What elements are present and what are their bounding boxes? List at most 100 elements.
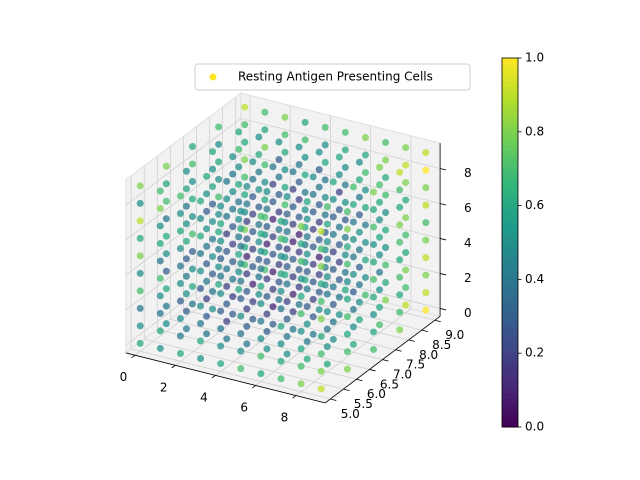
point bbox=[321, 193, 329, 201]
colorbar-segment bbox=[502, 75, 518, 82]
colorbar-segment bbox=[502, 328, 518, 336]
point bbox=[295, 301, 303, 309]
point bbox=[275, 191, 283, 198]
grid-line bbox=[170, 319, 370, 370]
point bbox=[283, 245, 291, 253]
point bbox=[303, 198, 311, 206]
point bbox=[422, 254, 430, 262]
point bbox=[277, 322, 285, 330]
point bbox=[361, 186, 369, 194]
point bbox=[249, 228, 257, 236]
point bbox=[277, 340, 285, 348]
tick-mark bbox=[211, 375, 216, 379]
point bbox=[341, 286, 349, 294]
point bbox=[162, 320, 170, 328]
tick-label: 2 bbox=[464, 271, 472, 285]
point bbox=[243, 200, 251, 208]
point bbox=[335, 241, 343, 249]
point bbox=[396, 256, 404, 264]
point bbox=[317, 262, 325, 270]
point bbox=[188, 300, 196, 308]
point bbox=[209, 148, 217, 156]
point bbox=[341, 268, 349, 276]
point bbox=[335, 188, 343, 196]
point bbox=[382, 261, 390, 269]
point bbox=[297, 257, 305, 265]
point bbox=[301, 136, 309, 144]
colorbar-segment bbox=[502, 421, 518, 428]
point bbox=[229, 170, 237, 178]
point bbox=[321, 211, 329, 219]
colorbar-segment bbox=[502, 236, 518, 243]
colorbar-segment bbox=[502, 138, 518, 145]
colorbar-segment bbox=[502, 150, 518, 157]
point bbox=[315, 253, 323, 261]
point bbox=[295, 248, 303, 256]
colorbar-segment bbox=[502, 144, 518, 151]
point bbox=[241, 173, 249, 181]
point bbox=[402, 249, 410, 257]
tick-mark bbox=[421, 329, 428, 332]
colorbar-segment bbox=[502, 300, 518, 307]
point bbox=[235, 128, 243, 136]
point bbox=[335, 153, 343, 161]
legend-label: Resting Antigen Presenting Cells bbox=[238, 70, 433, 84]
point bbox=[215, 175, 223, 183]
point bbox=[335, 206, 343, 214]
point bbox=[349, 235, 357, 243]
colorbar-segment bbox=[502, 225, 518, 232]
point bbox=[355, 298, 363, 306]
point bbox=[321, 123, 329, 131]
point bbox=[257, 282, 265, 290]
point bbox=[321, 141, 329, 149]
point bbox=[241, 138, 249, 146]
point bbox=[257, 212, 265, 220]
colorbar-segment bbox=[502, 104, 518, 111]
point bbox=[396, 203, 404, 211]
point bbox=[243, 217, 251, 225]
point bbox=[223, 230, 231, 238]
point bbox=[396, 186, 404, 194]
point bbox=[295, 266, 303, 274]
point bbox=[315, 306, 323, 314]
colorbar-segment bbox=[502, 380, 518, 388]
point bbox=[241, 103, 249, 111]
point bbox=[261, 143, 269, 151]
tick-label: 5.5 bbox=[354, 397, 373, 411]
point bbox=[370, 293, 378, 301]
point bbox=[261, 108, 269, 116]
point bbox=[295, 161, 303, 169]
point bbox=[229, 240, 237, 248]
tick-mark bbox=[439, 203, 447, 206]
point bbox=[217, 202, 225, 210]
point bbox=[203, 277, 211, 285]
point bbox=[309, 330, 317, 338]
point bbox=[396, 221, 404, 229]
point bbox=[156, 204, 164, 212]
point bbox=[396, 291, 404, 299]
tick-mark bbox=[395, 349, 402, 352]
point bbox=[315, 201, 323, 209]
point bbox=[323, 308, 331, 316]
point bbox=[235, 233, 243, 241]
tick-label: 5.0 bbox=[341, 407, 360, 421]
point bbox=[215, 245, 223, 253]
point bbox=[197, 337, 205, 345]
point bbox=[275, 225, 283, 233]
point bbox=[215, 140, 223, 148]
point bbox=[341, 216, 349, 224]
point bbox=[376, 198, 384, 206]
point bbox=[402, 161, 410, 169]
point bbox=[235, 180, 243, 188]
point bbox=[361, 151, 369, 159]
colorbar-segment bbox=[502, 334, 518, 342]
point bbox=[376, 216, 384, 224]
point bbox=[275, 156, 283, 164]
point bbox=[243, 270, 251, 278]
point bbox=[289, 290, 297, 298]
point bbox=[297, 327, 305, 335]
point bbox=[283, 298, 291, 305]
point bbox=[223, 300, 231, 308]
point bbox=[203, 330, 211, 338]
tick-label: 2 bbox=[160, 380, 168, 394]
